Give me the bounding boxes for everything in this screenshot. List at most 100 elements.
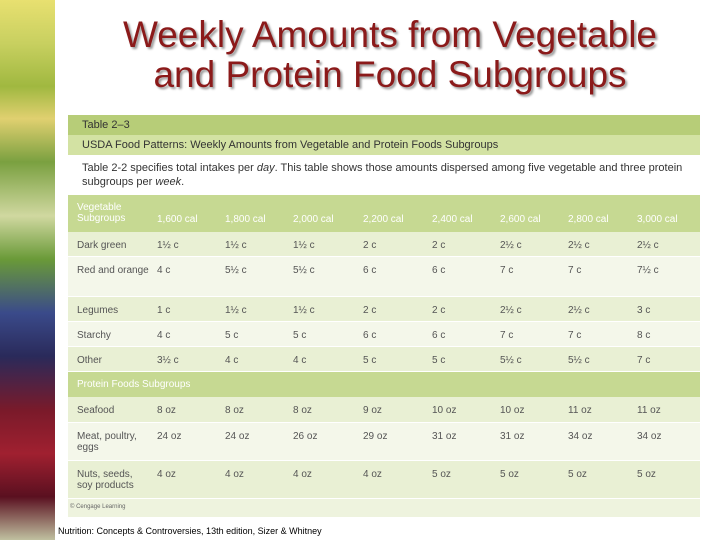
table-cell: 2 c <box>363 240 377 251</box>
table-cell: 29 oz <box>363 431 388 442</box>
table-cell: 5 c <box>432 355 446 366</box>
table-cell: 4 oz <box>225 469 244 480</box>
header-band <box>68 195 700 232</box>
table-row <box>68 257 700 297</box>
table-label-band <box>68 115 700 135</box>
table-cell: 7 c <box>568 265 582 276</box>
table-cell: 8 oz <box>225 405 244 416</box>
column-header: 1,800 cal <box>225 214 266 225</box>
description-part: week <box>155 176 182 188</box>
table-cell: Starchy <box>77 330 111 341</box>
table-caption: USDA Food Patterns: Weekly Amounts from … <box>82 139 499 151</box>
table-cell: 2 c <box>363 305 377 316</box>
table-row <box>68 297 700 322</box>
table-cell: 10 oz <box>500 405 525 416</box>
table-cell: 4 oz <box>363 469 382 480</box>
table-cell: 2 c <box>432 240 446 251</box>
table-cell: Seafood <box>77 405 115 416</box>
table-cell: 2½ c <box>500 240 522 251</box>
table-cell: 6 c <box>432 265 446 276</box>
table-cell: 9 oz <box>363 405 382 416</box>
table-cell: 2½ c <box>637 240 659 251</box>
table-cell: Nuts, seeds, soy products <box>77 469 134 491</box>
table-row <box>68 232 700 257</box>
table-cell: 5½ c <box>225 265 247 276</box>
table-cell: 6 c <box>363 330 377 341</box>
table-cell: 8 oz <box>157 405 176 416</box>
table: Table 2–3 USDA Food Patterns: Weekly Amou… <box>68 115 700 517</box>
table-cell: 4 c <box>157 265 171 276</box>
table-cell: 7½ c <box>637 265 659 276</box>
description-part: Table 2-2 specifies total intakes per <box>82 162 257 174</box>
table-cell: 4 c <box>293 355 307 366</box>
table-cell: 2 c <box>432 305 446 316</box>
table-row <box>68 397 700 423</box>
table-cell: 3½ c <box>157 355 179 366</box>
table-cell: 11 oz <box>637 405 661 416</box>
table-cell: 4 c <box>157 330 171 341</box>
table-cell: 34 oz <box>568 431 593 442</box>
table-cell: 31 oz <box>500 431 525 442</box>
title-line: and Protein Food Subgroups <box>153 54 627 95</box>
table-cell: 11 oz <box>568 405 592 416</box>
table-cell: 6 c <box>432 330 446 341</box>
table-cell: 10 oz <box>432 405 457 416</box>
table-cell: 5 oz <box>568 469 587 480</box>
table-row <box>68 322 700 347</box>
column-header: 2,400 cal <box>432 214 473 225</box>
table-credit: © Cengage Learning <box>70 504 126 510</box>
table-cell: 5½ c <box>293 265 315 276</box>
table-cell: 4 oz <box>293 469 312 480</box>
table-cell: 1½ c <box>225 305 247 316</box>
table-cell: 1½ c <box>293 305 315 316</box>
table-cell: 1½ c <box>293 240 315 251</box>
table-cell: 2½ c <box>568 240 590 251</box>
description-part: . <box>181 176 185 188</box>
title-line: Weekly Amounts from Vegetable <box>122 14 658 55</box>
table-cell: Dark green <box>77 240 127 251</box>
table-cell: 7 c <box>568 330 582 341</box>
table-cell: 8 c <box>637 330 651 341</box>
table-cell: 5 c <box>363 355 377 366</box>
column-header: 2,200 cal <box>363 214 404 225</box>
table-row <box>68 423 700 461</box>
table-cell: 5 c <box>293 330 307 341</box>
column-header: 3,000 cal <box>637 214 678 225</box>
section-heading: Protein Foods Subgroups <box>77 379 191 390</box>
table-cell: Other <box>77 355 103 366</box>
column-header: Vegetable Subgroups <box>77 202 126 224</box>
table-cell: 1 c <box>157 305 171 316</box>
table-cell: 4 c <box>225 355 239 366</box>
table-cell: 5 oz <box>500 469 519 480</box>
table-cell: 5½ c <box>568 355 590 366</box>
description-part: day <box>256 162 275 174</box>
column-header: 1,600 cal <box>157 214 198 225</box>
caption-band <box>68 135 700 155</box>
table-cell: 8 oz <box>293 405 312 416</box>
table-cell: Red and orange <box>77 265 149 276</box>
table-cell: 7 c <box>500 330 514 341</box>
table-cell: 4 oz <box>157 469 176 480</box>
table-cell: 5½ c <box>500 355 522 366</box>
table-cell: 7 c <box>637 355 651 366</box>
table-cell: Legumes <box>77 305 119 316</box>
vegetable-image <box>0 0 55 540</box>
table-cell: 6 c <box>363 265 377 276</box>
table-cell: 7 c <box>500 265 514 276</box>
table-cell: 24 oz <box>157 431 182 442</box>
table-cell: 26 oz <box>293 431 318 442</box>
table-cell: 1½ c <box>225 240 247 251</box>
table-cell: 24 oz <box>225 431 250 442</box>
table-cell: 2½ c <box>500 305 522 316</box>
table-label: Table 2–3 <box>82 119 130 131</box>
column-header: 2,800 cal <box>568 214 609 225</box>
table-row <box>68 347 700 372</box>
section-band <box>68 372 700 397</box>
table-description: Table 2-2 specifies total intakes per da… <box>68 155 700 195</box>
table-cell: Meat, poultry, eggs <box>77 431 137 453</box>
table-cell: 2½ c <box>568 305 590 316</box>
table-cell: 34 oz <box>637 431 662 442</box>
table-cell: 31 oz <box>432 431 457 442</box>
table-cell: 3 c <box>637 305 651 316</box>
